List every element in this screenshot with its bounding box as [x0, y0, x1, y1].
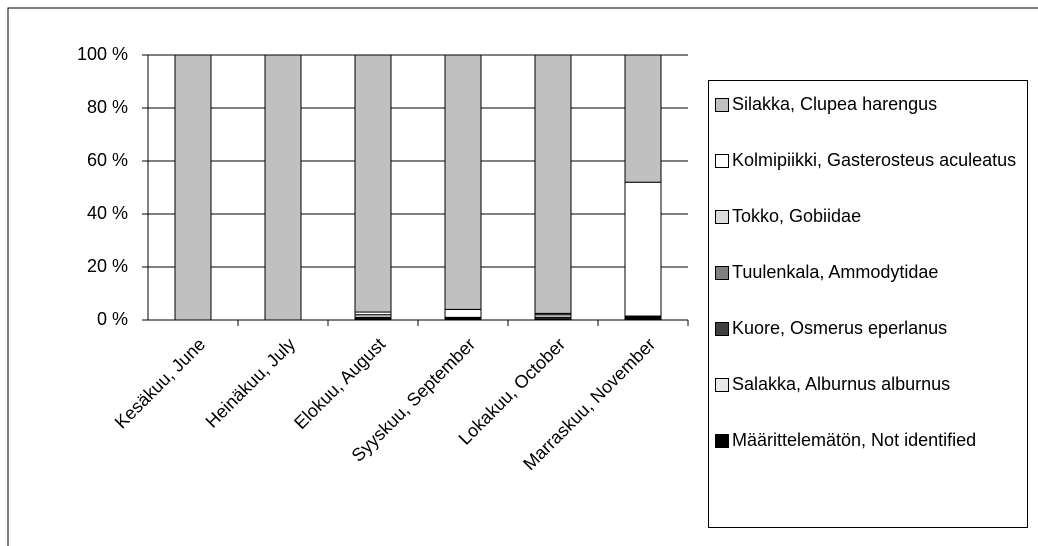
legend-label: Kolmipiikki, Gasterosteus aculeatus	[732, 150, 1017, 170]
bar-segment	[624, 54, 662, 183]
bar-segment	[174, 54, 212, 321]
bar-segment	[624, 315, 662, 321]
legend-label: Kuore, Osmerus eperlanus	[732, 318, 948, 338]
bar-segment	[534, 54, 572, 314]
legend-label: Salakka, Alburnus alburnus	[732, 374, 951, 394]
y-tick-label: 20 %	[87, 256, 128, 276]
chart-border	[7, 7, 1038, 546]
bar-segment	[444, 308, 482, 318]
x-tick-label: Kesäkuu, June	[111, 334, 209, 432]
legend-swatch	[715, 434, 729, 448]
bar-segment	[264, 54, 302, 321]
legend-entry: Kuore, Osmerus eperlanus	[715, 315, 1027, 341]
legend-entry: Määrittelemätön, Not identified	[715, 427, 1027, 453]
y-tick-label: 60 %	[87, 150, 128, 170]
y-tick-label: 80 %	[87, 97, 128, 117]
y-tick-label: 0 %	[97, 309, 128, 329]
legend-swatch	[715, 266, 729, 280]
legend-swatch	[715, 210, 729, 224]
x-tick-label: Heinäkuu, July	[202, 334, 300, 432]
legend-entry: Tokko, Gobiidae	[715, 203, 1027, 229]
legend-swatch	[715, 322, 729, 336]
x-tick-label: Elokuu, August	[290, 334, 389, 433]
legend-swatch	[715, 98, 729, 112]
legend-entry: Salakka, Alburnus alburnus	[715, 371, 1027, 397]
legend-swatch	[715, 378, 729, 392]
y-tick-label: 100 %	[77, 44, 128, 64]
legend-entry: Kolmipiikki, Gasterosteus aculeatus	[715, 147, 1027, 173]
bar-segment	[624, 181, 662, 317]
legend-entry: Tuulenkala, Ammodytidae	[715, 259, 1027, 285]
legend-label: Silakka, Clupea harengus	[732, 94, 938, 114]
y-tick-label: 40 %	[87, 203, 128, 223]
legend-label: Tuulenkala, Ammodytidae	[732, 262, 939, 282]
legend-swatch	[715, 154, 729, 168]
legend-entry: Silakka, Clupea harengus	[715, 91, 1027, 117]
bar-segment	[354, 54, 392, 313]
bar-segment	[444, 54, 482, 310]
legend-label: Tokko, Gobiidae	[732, 206, 862, 226]
legend: Silakka, Clupea harengus Kolmipiikki, Gas…	[708, 80, 1028, 528]
legend-label: Määrittelemätön, Not identified	[732, 430, 977, 450]
